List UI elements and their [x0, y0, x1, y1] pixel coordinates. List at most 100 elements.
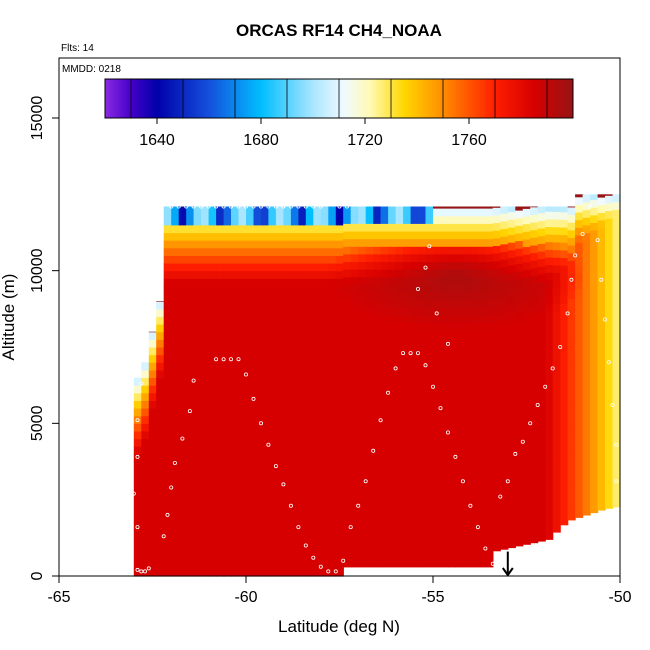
heat-cell: [208, 484, 217, 493]
heat-cell: [500, 427, 509, 436]
heat-cell: [560, 318, 569, 327]
heat-cell: [246, 530, 255, 539]
heat-cell: [290, 568, 299, 577]
heat-cell: [545, 424, 554, 434]
heat-cell: [388, 322, 397, 331]
heat-cell: [208, 217, 217, 226]
heat-cell: [320, 461, 329, 470]
heat-cell: [178, 484, 187, 493]
heat-cell: [238, 507, 247, 516]
heat-cell: [470, 528, 479, 537]
heat-cell: [433, 253, 442, 263]
heat-cell: [335, 301, 344, 310]
heat-cell: [133, 408, 142, 417]
track-point: [430, 384, 435, 389]
heat-cell: [261, 293, 270, 302]
heat-cell: [418, 444, 427, 453]
heat-cell: [575, 471, 584, 480]
heat-cell: [261, 408, 270, 417]
heat-cell: [395, 276, 404, 285]
heat-cell: [290, 438, 299, 447]
heat-cell: [470, 521, 479, 530]
heat-cell: [575, 311, 584, 320]
heat-cell: [395, 314, 404, 324]
arrow-head: [501, 567, 514, 577]
heat-cell: [403, 376, 412, 385]
track-point: [142, 341, 147, 346]
heat-cell: [238, 446, 247, 455]
heat-cell: [238, 369, 247, 379]
heat-cell: [492, 405, 501, 414]
heat-cell: [358, 551, 367, 560]
heat-cell: [186, 354, 195, 363]
heat-cell: [552, 280, 561, 289]
heat-cell: [171, 423, 180, 432]
heat-cell: [477, 284, 486, 293]
heat-cell: [171, 293, 180, 302]
heat-cell: [380, 429, 389, 438]
heat-cell: [462, 253, 471, 263]
heat-cell: [612, 201, 621, 210]
heat-cell: [268, 522, 277, 531]
heat-cell: [433, 246, 442, 255]
heat-cell: [507, 257, 516, 266]
heat-cell: [275, 408, 284, 417]
heat-cell: [253, 492, 262, 501]
heat-cell: [433, 353, 442, 362]
heat-cell: [477, 253, 486, 263]
heat-cell: [507, 425, 516, 434]
heat-cell: [545, 516, 554, 525]
heat-cell: [365, 292, 374, 301]
heat-cell: [313, 415, 322, 424]
heat-cell: [275, 247, 284, 256]
colorbar-swatch: [209, 79, 213, 118]
heat-cell: [335, 446, 344, 455]
heat-cell: [418, 490, 427, 499]
heat-cell: [178, 522, 187, 531]
heat-cell: [560, 410, 569, 419]
heat-cell: [477, 307, 486, 316]
heat-cell: [373, 269, 382, 278]
heat-cell: [193, 522, 202, 531]
heat-cell: [395, 360, 404, 369]
heat-cell: [163, 560, 172, 569]
heat-cell: [156, 415, 165, 424]
heat-cell: [320, 209, 329, 218]
heat-cell: [470, 261, 479, 270]
heat-cell: [343, 543, 352, 553]
track-point: [169, 485, 174, 490]
heat-cell: [522, 536, 531, 545]
heat-cell: [567, 481, 576, 490]
heat-cell: [343, 223, 352, 232]
heat-cell: [380, 337, 389, 346]
heat-cell: [163, 232, 172, 241]
heat-cell: [186, 537, 195, 546]
heat-cell: [313, 507, 322, 516]
heat-cell: [575, 364, 584, 373]
heat-cell: [261, 400, 270, 409]
heat-cell: [560, 478, 569, 488]
heat-cell: [178, 438, 187, 447]
heat-cell: [178, 461, 187, 470]
heat-cell: [545, 432, 554, 441]
colorbar-swatch: [471, 79, 475, 118]
colorbar-swatch: [125, 79, 129, 118]
heat-cell: [320, 240, 329, 249]
heat-cell: [515, 484, 524, 493]
heat-cell: [522, 231, 531, 240]
heat-cell: [268, 278, 277, 287]
heat-cell: [223, 263, 232, 272]
heat-cell: [410, 429, 419, 438]
colorbar-swatch: [237, 79, 241, 118]
heat-cell: [380, 223, 389, 232]
heat-cell: [275, 392, 284, 401]
heat-cell: [298, 293, 307, 302]
heat-cell: [537, 228, 546, 237]
heat-cell: [373, 231, 382, 240]
heat-cell: [313, 522, 322, 531]
heat-cell: [283, 431, 292, 440]
heat-cell: [290, 453, 299, 463]
heat-cell: [343, 284, 352, 293]
heat-cell: [395, 490, 404, 499]
heat-cell: [163, 415, 172, 424]
